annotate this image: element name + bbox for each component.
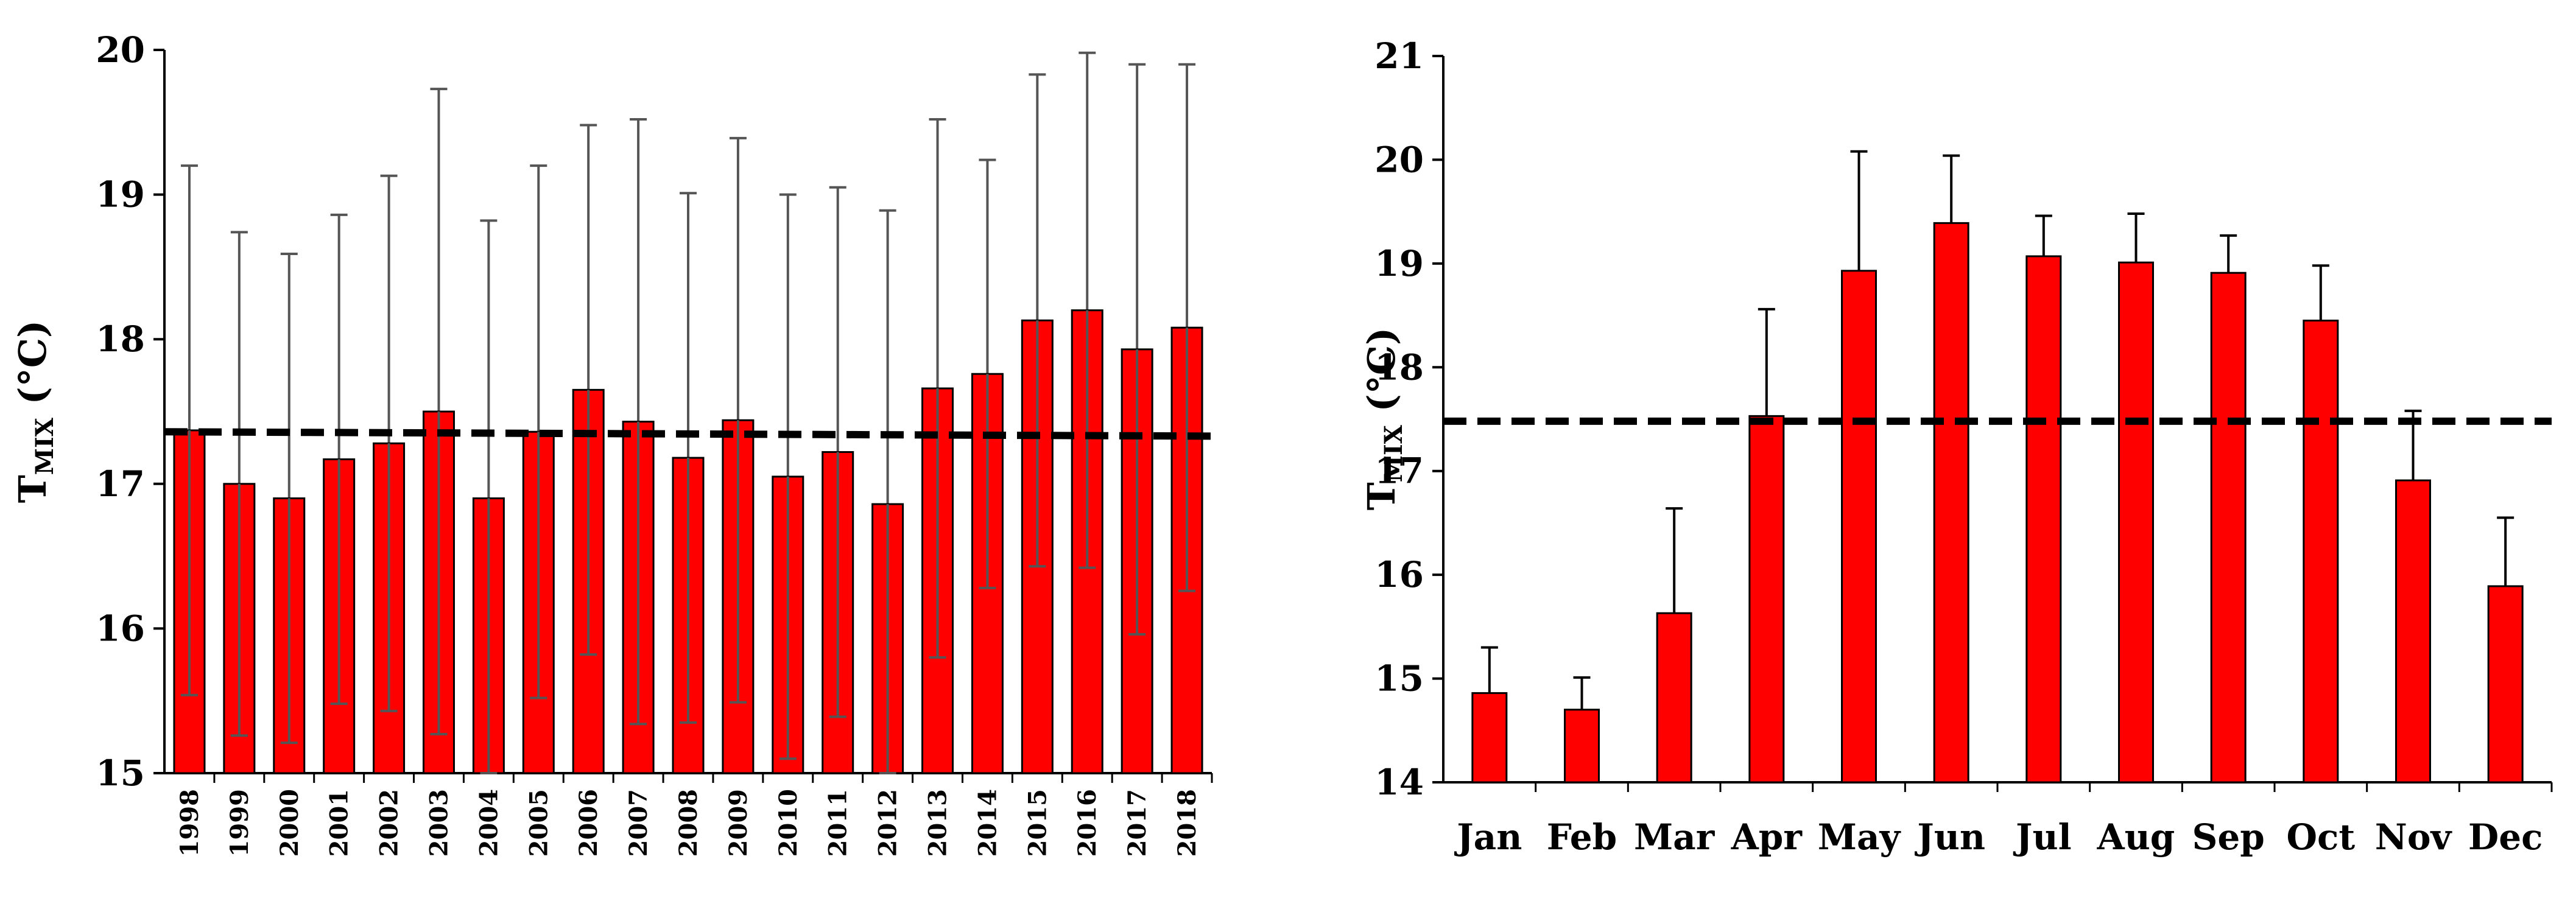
x-tick-label: 2010 [774, 789, 803, 857]
y-tick-label: 16 [96, 608, 145, 649]
x-tick-label: 2004 [474, 789, 503, 857]
x-tick-label: Mar [1634, 816, 1716, 858]
y-axis-label: TMIX (°C) [10, 320, 59, 503]
x-tick-label: Dec [2468, 816, 2543, 858]
x-tick-label: Aug [2097, 816, 2175, 858]
x-tick-label: 2003 [424, 789, 453, 857]
y-tick-label: 14 [1374, 762, 1424, 803]
bar [1748, 415, 1785, 784]
x-tick-label: 2012 [874, 789, 903, 857]
x-tick-label: 2000 [275, 789, 304, 857]
x-tick-label: 2016 [1073, 789, 1102, 857]
x-tick-label: Jan [1454, 816, 1522, 858]
x-tick-label: 2005 [524, 789, 553, 857]
y-tick-label: 17 [96, 463, 145, 505]
x-tick-label: 2015 [1023, 789, 1052, 857]
y-tick-label: 20 [1374, 139, 1424, 180]
y-tick-label: 15 [1374, 658, 1424, 699]
bar [2487, 585, 2524, 784]
bar [2303, 320, 2339, 784]
bar [1841, 270, 1877, 784]
x-tick-label: 2001 [325, 789, 354, 857]
y-axis-label: TMIX (°C) [1359, 328, 1408, 511]
bar [1121, 348, 1153, 774]
bar [1471, 692, 1508, 784]
y-tick-label: 15 [96, 752, 145, 794]
x-tick-label: 2009 [724, 789, 753, 857]
x-tick-label: Oct [2287, 816, 2356, 858]
reference-dashed-line [164, 428, 1212, 440]
yearly-chart: 15 16 17 18 19 20 1998 1999 2000 2001 2002 2003 2004… [10, 29, 1213, 857]
y-tick-label: 18 [1374, 346, 1424, 388]
y-tick-label: 19 [1374, 243, 1424, 284]
x-tick-label: 1998 [175, 789, 204, 857]
x-tick-label: 2002 [375, 789, 404, 857]
x-tick-label: Jul [2013, 816, 2072, 858]
bar [2210, 272, 2247, 784]
y-tick-label: 18 [96, 318, 145, 360]
x-tick-label: 2008 [674, 789, 703, 857]
x-tick-label: 2014 [973, 789, 1002, 857]
x-tick-label: 2007 [624, 789, 653, 857]
x-tick-label: 2013 [924, 789, 952, 857]
x-tick-label: 2006 [574, 789, 603, 857]
x-tick-label: Jun [1914, 816, 1985, 858]
monthly-chart: 14 15 16 17 18 19 20 21 Jan Feb Mar Apr May Jun Jul Aug… [1359, 35, 2553, 858]
x-tick-label: Nov [2375, 816, 2453, 858]
x-tick-label: May [1818, 816, 1902, 858]
x-tick-label: 2018 [1173, 789, 1202, 857]
bar [1933, 222, 1969, 784]
x-tick-label: 2017 [1123, 789, 1152, 857]
x-tick-label: 2011 [824, 789, 853, 857]
x-tick-label: 1999 [225, 789, 254, 857]
bar [2025, 255, 2062, 784]
y-tick-label: 16 [1374, 554, 1424, 595]
bar [2395, 479, 2431, 784]
y-tick-label: 21 [1374, 35, 1424, 77]
y-tick-label: 19 [96, 174, 145, 216]
bar [1564, 709, 1600, 784]
x-tick-label: Apr [1731, 816, 1803, 858]
bar [1656, 612, 1692, 784]
y-tick-label: 17 [1374, 451, 1424, 492]
x-tick-label: Feb [1547, 816, 1617, 858]
bar [2118, 261, 2154, 784]
x-tick-label: Sep [2192, 816, 2264, 858]
y-tick-label: 20 [96, 29, 145, 71]
